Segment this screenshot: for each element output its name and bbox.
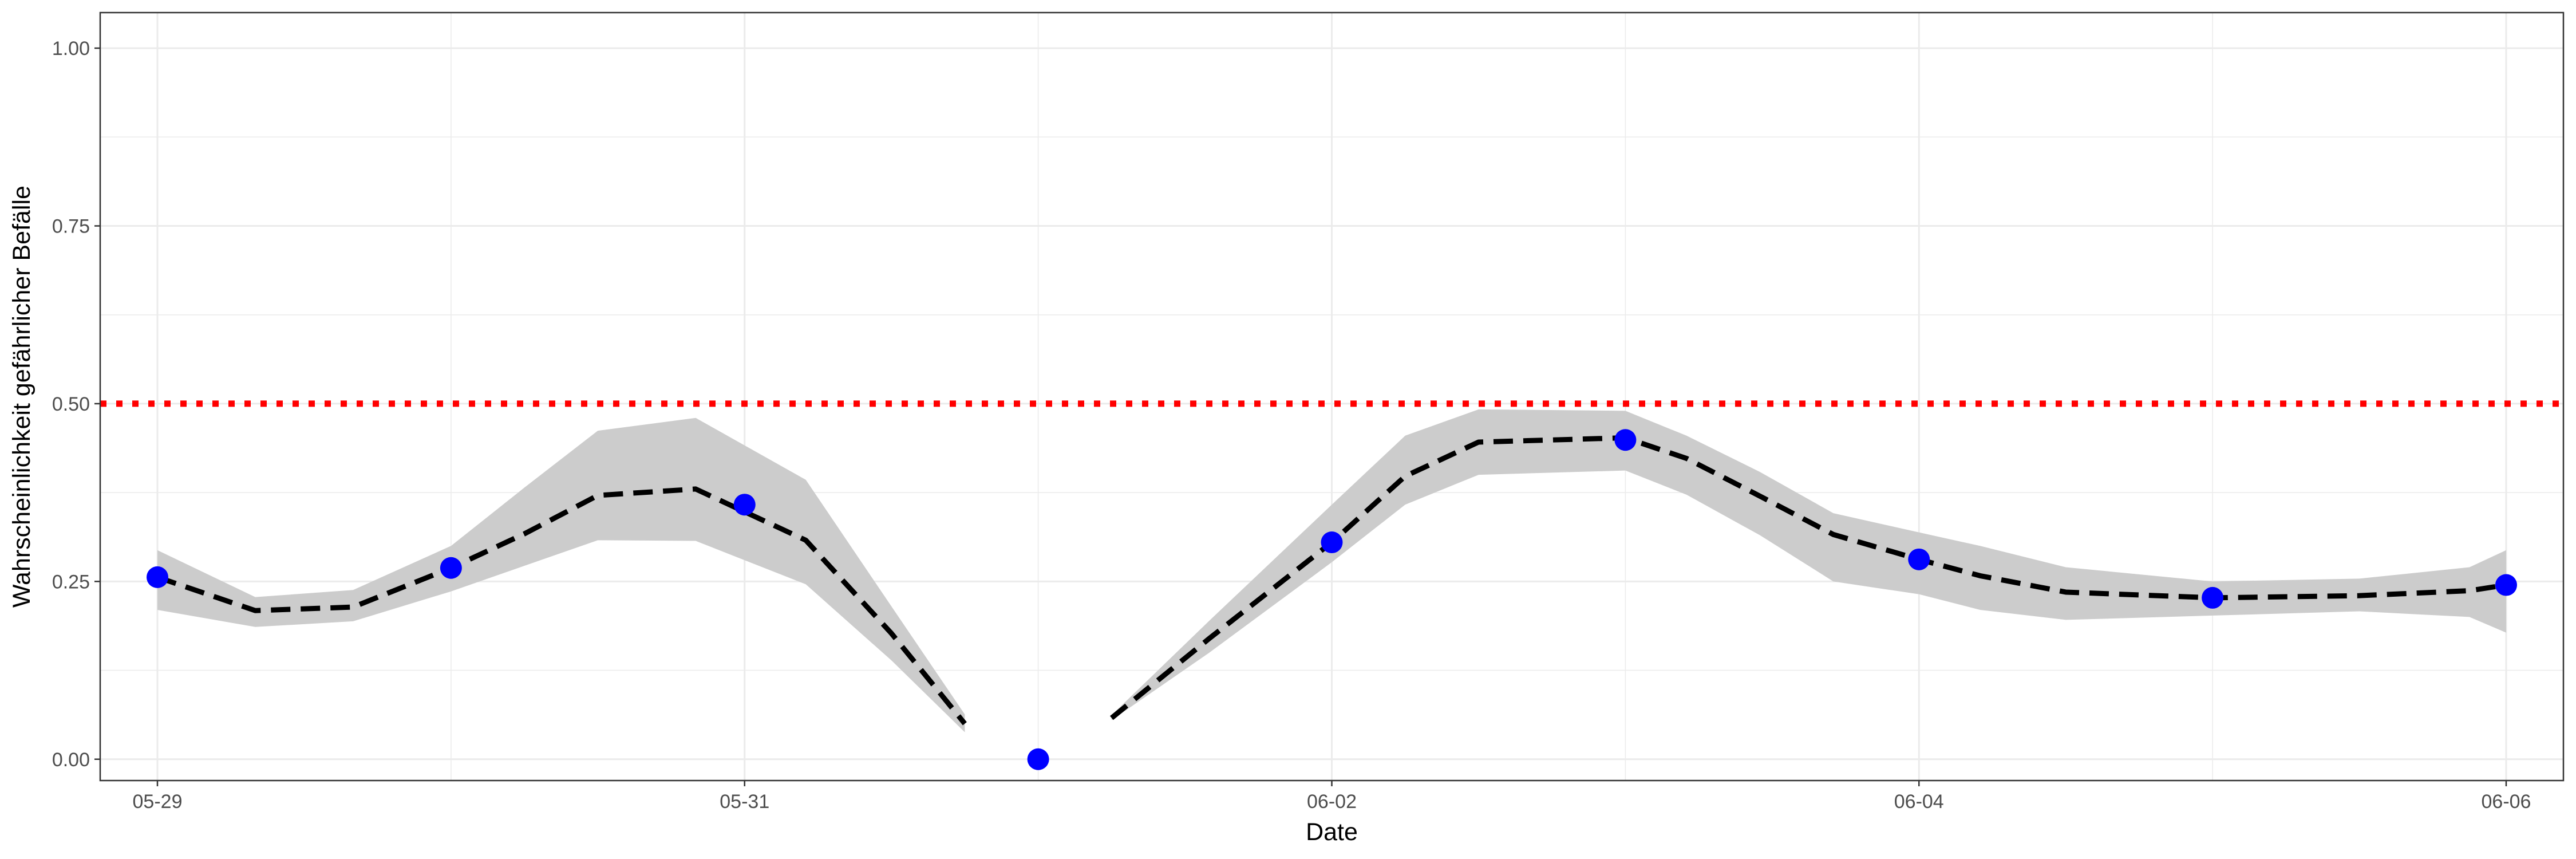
y-tick-label: 1.00	[52, 38, 90, 60]
data-point	[1908, 548, 1930, 570]
x-tick-label: 06-02	[1307, 791, 1357, 813]
y-tick-label: 0.00	[52, 749, 90, 771]
y-tick-label: 0.25	[52, 571, 90, 593]
x-tick-label: 05-29	[133, 791, 183, 813]
x-tick-label: 06-06	[2482, 791, 2531, 813]
confidence-ribbon	[1111, 409, 2506, 720]
data-point	[1321, 531, 1343, 554]
smooth-line	[156, 486, 967, 726]
data-points	[147, 429, 2517, 770]
data-point	[440, 557, 462, 579]
data-point	[1614, 429, 1637, 451]
y-tick-label: 0.50	[52, 393, 90, 415]
smooth-lines	[156, 435, 2507, 726]
x-tick-label: 06-04	[1894, 791, 1944, 813]
data-point	[2495, 574, 2517, 596]
x-axis: 05-29 05-31 06-02 06-04 06-06	[133, 781, 2531, 813]
data-point	[733, 494, 756, 516]
confidence-ribbons	[157, 409, 2506, 732]
y-axis: 0.00 0.25 0.50 0.75 1.00	[52, 38, 100, 771]
x-axis-title: Date	[1306, 818, 1358, 846]
data-point	[1027, 748, 1049, 770]
y-tick-label: 0.75	[52, 216, 90, 238]
y-axis-title: Wahrscheinlichkeit gefährlicher Befälle	[8, 186, 35, 608]
data-point	[2202, 586, 2224, 609]
smooth-line	[1110, 435, 2507, 720]
x-tick-label: 05-31	[720, 791, 769, 813]
data-point	[147, 566, 169, 588]
confidence-ribbon	[157, 417, 965, 732]
